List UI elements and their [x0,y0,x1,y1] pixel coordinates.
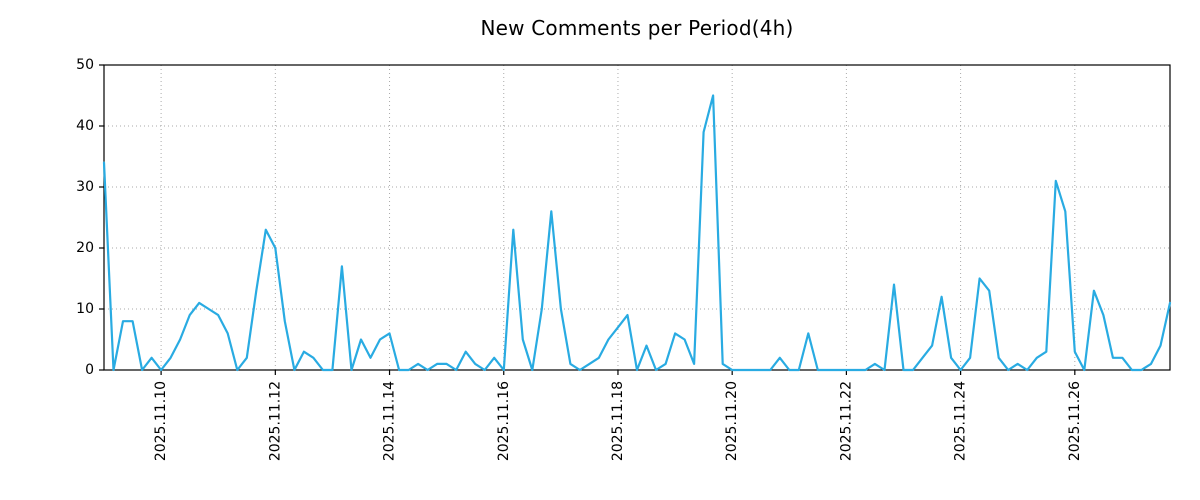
x-tick-label: 2025.11.20 [724,381,740,461]
y-tick-label: 30 [76,179,94,195]
x-tick-label: 2025.11.16 [496,381,512,461]
x-tick-label: 2025.11.14 [382,381,398,461]
y-tick-label: 10 [76,301,94,317]
axes-border [103,64,1171,371]
y-tick-label: 50 [76,57,94,73]
x-tick-label: 2025.11.24 [953,381,969,461]
x-tick-label: 2025.11.26 [1067,381,1083,461]
x-tick-label: 2025.11.22 [838,381,854,461]
data-series-line [102,94,1172,372]
y-tick-label: 0 [85,362,94,378]
chart-title: New Comments per Period(4h) [480,16,794,40]
x-tick-label: 2025.11.18 [610,381,626,461]
x-tick-label: 2025.11.10 [153,381,169,461]
y-tick-label: 40 [76,118,94,134]
y-tick-label: 20 [76,240,94,256]
x-tick-label: 2025.11.12 [267,381,283,461]
